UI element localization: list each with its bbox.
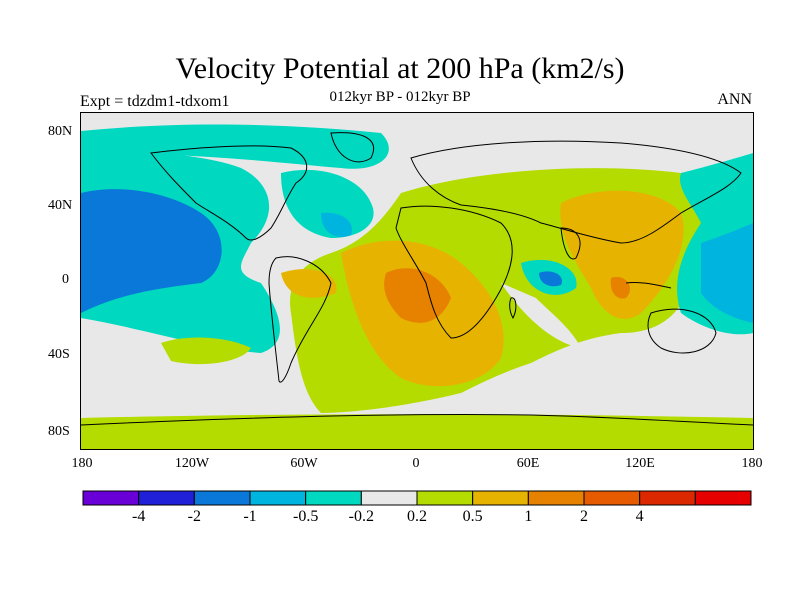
lon-tick-label: 60W [290, 456, 318, 471]
colorbar-swatch [472, 490, 529, 506]
lon-tick-label: 60E [516, 456, 540, 471]
colorbar-tick-label: 1 [524, 508, 533, 525]
indian-ocean-blue-region [539, 271, 562, 287]
colorbar-swatch [193, 490, 251, 506]
colorbar-tick-label: -1 [243, 508, 257, 525]
plot-subtitle: 012kyr BP - 012kyr BP [329, 89, 471, 105]
colorbar-swatch [138, 490, 195, 506]
africa-outline [395, 205, 513, 339]
maritime-dark-orange-region [610, 277, 631, 299]
colorbar-tick-label: 0.2 [407, 508, 427, 525]
australia-outline [647, 308, 717, 354]
eurasia-outline [410, 140, 742, 244]
colorbar-swatch [360, 490, 418, 506]
atlantic-blue-region [321, 212, 352, 237]
greenland-outline [330, 132, 374, 163]
colorbar-swatch [694, 490, 752, 506]
colorbar-swatch [305, 490, 362, 506]
colorbar-tick-label: -2 [187, 508, 201, 525]
south-america-orange-region [281, 269, 337, 298]
colorbar-swatch [416, 490, 474, 506]
lat-tick-label: 40N [48, 198, 73, 213]
contour-fields [81, 124, 753, 449]
indonesia-outline [625, 282, 672, 289]
coastlines [81, 132, 753, 426]
colorbar-swatch [639, 490, 696, 506]
colorbar-swatch [249, 490, 307, 506]
africa-dark-orange-region [384, 268, 451, 323]
colorbar-tick-label: 0.5 [462, 508, 483, 525]
lon-tick-label: 120W [174, 456, 210, 471]
atlantic-cyan-region [281, 169, 374, 238]
colorbar-tick-label: -0.2 [348, 508, 374, 525]
lat-tick-label: 80N [48, 124, 73, 139]
lon-tick-label: 120E [625, 456, 655, 471]
lat-tick-label: 40S [48, 347, 70, 362]
lon-tick-label: 0 [412, 456, 420, 471]
south-pacific-green-region [161, 337, 251, 365]
velocity-potential-map [80, 112, 754, 450]
experiment-label: Expt = tdzdm1-tdxom1 [80, 93, 230, 110]
lat-tick-label: 80S [48, 424, 70, 439]
lat-tick-label: 0 [62, 272, 69, 287]
antarctica-outline [81, 414, 753, 426]
south-america-outline [268, 256, 332, 383]
neutral-patch [501, 283, 581, 348]
colorbar-tick-label: -0.5 [292, 508, 319, 525]
plot-title: Velocity Potential at 200 hPa (km2/s) [175, 52, 625, 85]
season-label: ANN [717, 91, 752, 108]
colorbar-tick-label: 4 [635, 508, 644, 525]
antarctic-green-region [81, 414, 753, 449]
lon-tick-label: 180 [741, 456, 763, 471]
madagascar-outline [509, 297, 517, 320]
colorbar-tick-label: -4 [131, 508, 146, 525]
west-pacific-blue-region [701, 223, 753, 323]
colorbar-tick-label: 2 [580, 508, 588, 525]
colorbar [82, 490, 752, 506]
colorbar-swatch [527, 490, 585, 506]
colorbar-swatch [583, 490, 641, 506]
north-america-outline [150, 145, 308, 241]
asia-orange-region [560, 190, 684, 319]
pacific-blue-region [81, 189, 222, 313]
lon-tick-label: 180 [71, 456, 93, 471]
colorbar-swatch [82, 490, 140, 506]
arctic-cyan-region [81, 124, 389, 169]
india-outline [560, 227, 581, 260]
